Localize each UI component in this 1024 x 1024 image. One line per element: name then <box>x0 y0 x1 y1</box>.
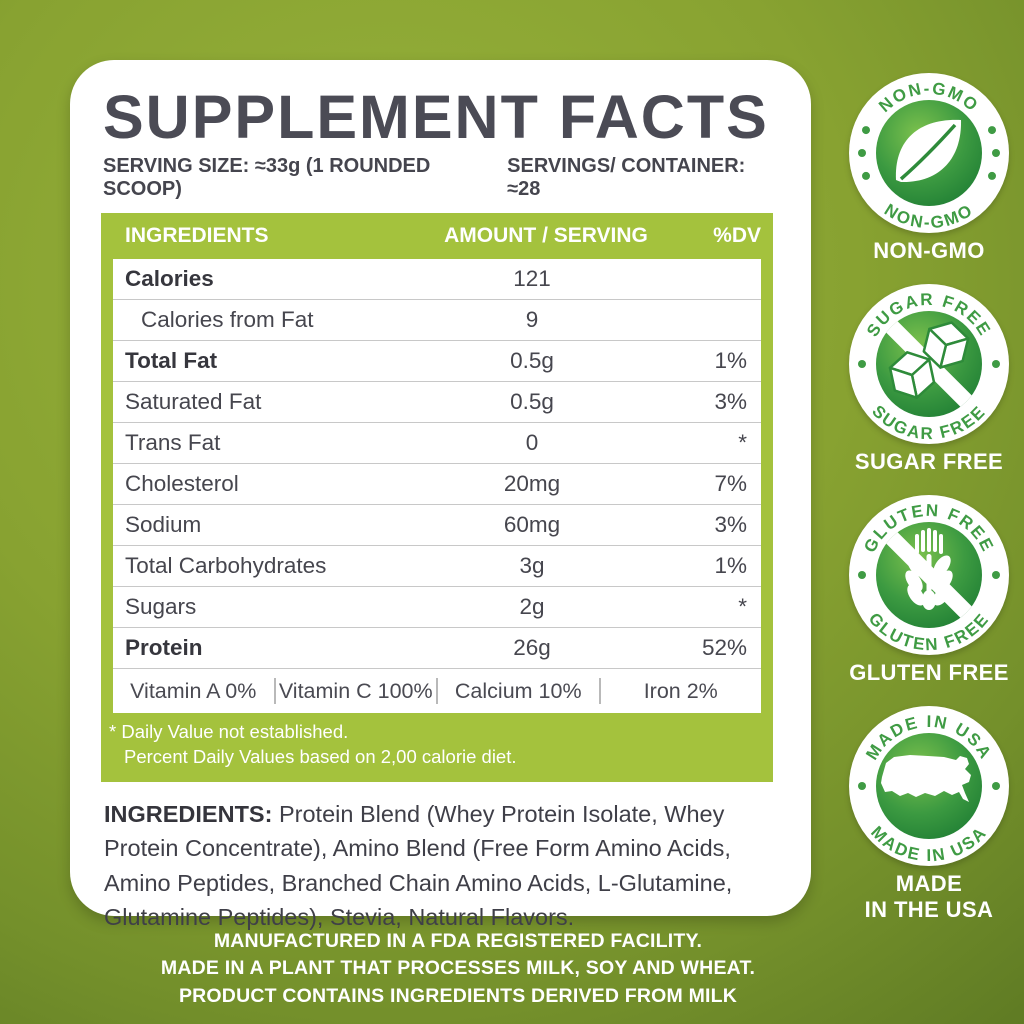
nutrient-row: Trans Fat 0 * <box>113 423 761 465</box>
nutrient-name: Total Fat <box>125 348 218 374</box>
nutrient-row: Sodium 60mg 3% <box>113 505 761 547</box>
nutrient-row: Calories 121 <box>113 259 761 301</box>
sugar-cubes-icon: SUGAR FREE SUGAR FREE <box>849 283 1009 444</box>
vitamin-divider <box>273 678 276 705</box>
nutrient-dv: 1% <box>714 553 747 579</box>
servings-per-container: SERVINGS/ CONTAINER: ≈28 <box>507 155 746 201</box>
wheat-icon: GLUTEN FREE GLUTEN FREE <box>849 494 1009 655</box>
nutrient-amount: 0.5g <box>510 389 554 415</box>
usa-map-icon: MADE IN USA MADE IN USA <box>849 705 1009 866</box>
footer-line-1: MANUFACTURED IN A FDA REGISTERED FACILIT… <box>213 930 703 952</box>
supplement-facts-panel: SUPPLEMENT FACTS SERVING SIZE: ≈33g (1 R… <box>70 60 811 930</box>
leaf-icon: NON-GMO NON-GMO <box>849 73 1009 233</box>
vitamin-divider <box>436 678 438 705</box>
nutrient-dv: * <box>738 594 747 620</box>
nutrient-amount: 26g <box>513 635 551 661</box>
column-header-amount: AMOUNT / SERVING <box>444 224 648 248</box>
nutrient-amount: 0.5g <box>510 348 554 374</box>
nutrient-amount: 60mg <box>503 512 561 538</box>
facts-footnotes: * Daily Value not established. Percent D… <box>101 713 773 782</box>
nutrient-row: Saturated Fat 0.5g 3% <box>113 382 761 424</box>
panel-title: SUPPLEMENT FACTS <box>103 83 769 151</box>
footnote-dv: * Daily Value not established. <box>109 721 349 743</box>
certification-badges: NON-GMO NON-GMO NON-GMO SUGAR FREE <box>840 72 1018 923</box>
badge-sugar-free: SUGAR FREE SUGAR FREE SUGAR FREE <box>848 283 1010 475</box>
nutrient-name: Cholesterol <box>125 471 239 497</box>
vitamin-divider <box>598 678 601 705</box>
facts-rows: Calories 121 Calories from Fat 9 Total Fat 0.… <box>113 259 761 714</box>
badge-non-gmo: NON-GMO NON-GMO NON-GMO <box>848 72 1010 264</box>
footnote-percent: Percent Daily Values based on 2,00 calor… <box>124 746 517 768</box>
nutrient-dv: * <box>738 430 747 456</box>
facts-table-header: INGREDIENTS AMOUNT / SERVING %DV <box>101 213 773 259</box>
serving-info: SERVING SIZE: ≈33g (1 ROUNDED SCOOP) SER… <box>103 155 779 201</box>
nutrient-row: Sugars 2g * <box>113 587 761 629</box>
vitamin-value: Vitamin C 100% <box>278 678 433 703</box>
nutrient-amount: 20mg <box>503 471 561 497</box>
nutrient-name: Sugars <box>125 594 197 620</box>
column-header-dv: %DV <box>713 224 761 248</box>
badge-gluten-free: GLUTEN FREE GLUTEN FREE GLUTEN FREE <box>848 494 1010 686</box>
nutrient-dv: 7% <box>714 471 747 497</box>
badge-made-in-usa: MADE IN USA MADE IN USA MADE IN THE USA <box>848 705 1010 923</box>
nutrient-name: Calories from Fat <box>141 307 314 333</box>
nutrient-row: Protein 26g 52% <box>113 628 761 670</box>
column-header-ingredients: INGREDIENTS <box>125 224 269 248</box>
vitamins-row: Vitamin A 0% Vitamin C 100% Calcium 10% Iro… <box>113 669 761 713</box>
nutrient-name: Saturated Fat <box>125 389 262 415</box>
nutrient-name: Trans Fat <box>125 430 221 456</box>
nutrient-dv: 52% <box>701 635 747 661</box>
footer-line-3: PRODUCT CONTAINS INGREDIENTS DERIVED FRO… <box>178 984 738 1007</box>
badge-label: NON-GMO <box>873 238 985 263</box>
nutrient-name: Total Carbohydrates <box>125 553 327 579</box>
nutrient-row: Calories from Fat 9 <box>113 300 761 342</box>
nutrient-amount: 9 <box>525 307 539 333</box>
nutrient-amount: 2g <box>519 594 545 620</box>
ingredients-label: INGREDIENTS: <box>104 801 273 828</box>
ingredients-text: Protein Blend (Whey Protein Isolate, Whe… <box>104 801 733 931</box>
nutrient-name: Protein <box>125 635 203 661</box>
nutrient-amount: 3g <box>519 553 545 579</box>
badge-label: SUGAR FREE <box>854 448 1004 474</box>
facts-table: INGREDIENTS AMOUNT / SERVING %DV Calorie… <box>101 213 773 783</box>
nutrient-name: Calories <box>125 266 214 292</box>
vitamin-value: Vitamin A 0% <box>130 678 257 703</box>
nutrient-dv: 3% <box>714 512 747 538</box>
vitamin-value: Calcium 10% <box>454 678 582 703</box>
vitamin-value: Iron 2% <box>643 678 718 703</box>
nutrient-row: Total Carbohydrates 3g 1% <box>113 546 761 588</box>
nutrient-dv: 1% <box>714 348 747 374</box>
serving-size: SERVING SIZE: ≈33g (1 ROUNDED SCOOP) <box>103 155 431 201</box>
ingredients-paragraph: INGREDIENTS: Protein Blend (Whey Protein… <box>104 797 779 934</box>
nutrient-dv: 3% <box>714 389 747 415</box>
footer-disclaimer: MANUFACTURED IN A FDA REGISTERED FACILIT… <box>86 928 830 1010</box>
footer-line-2: MADE IN A PLANT THAT PROCESSES MILK, SOY… <box>160 957 756 980</box>
nutrient-row: Total Fat 0.5g 1% <box>113 341 761 383</box>
badge-label: GLUTEN FREE <box>849 659 1009 685</box>
badge-label: MADE IN THE USA <box>864 870 994 922</box>
nutrient-amount: 0 <box>525 430 539 456</box>
nutrient-row: Cholesterol 20mg 7% <box>113 464 761 506</box>
nutrient-amount: 121 <box>513 266 551 292</box>
nutrient-name: Sodium <box>125 512 202 538</box>
